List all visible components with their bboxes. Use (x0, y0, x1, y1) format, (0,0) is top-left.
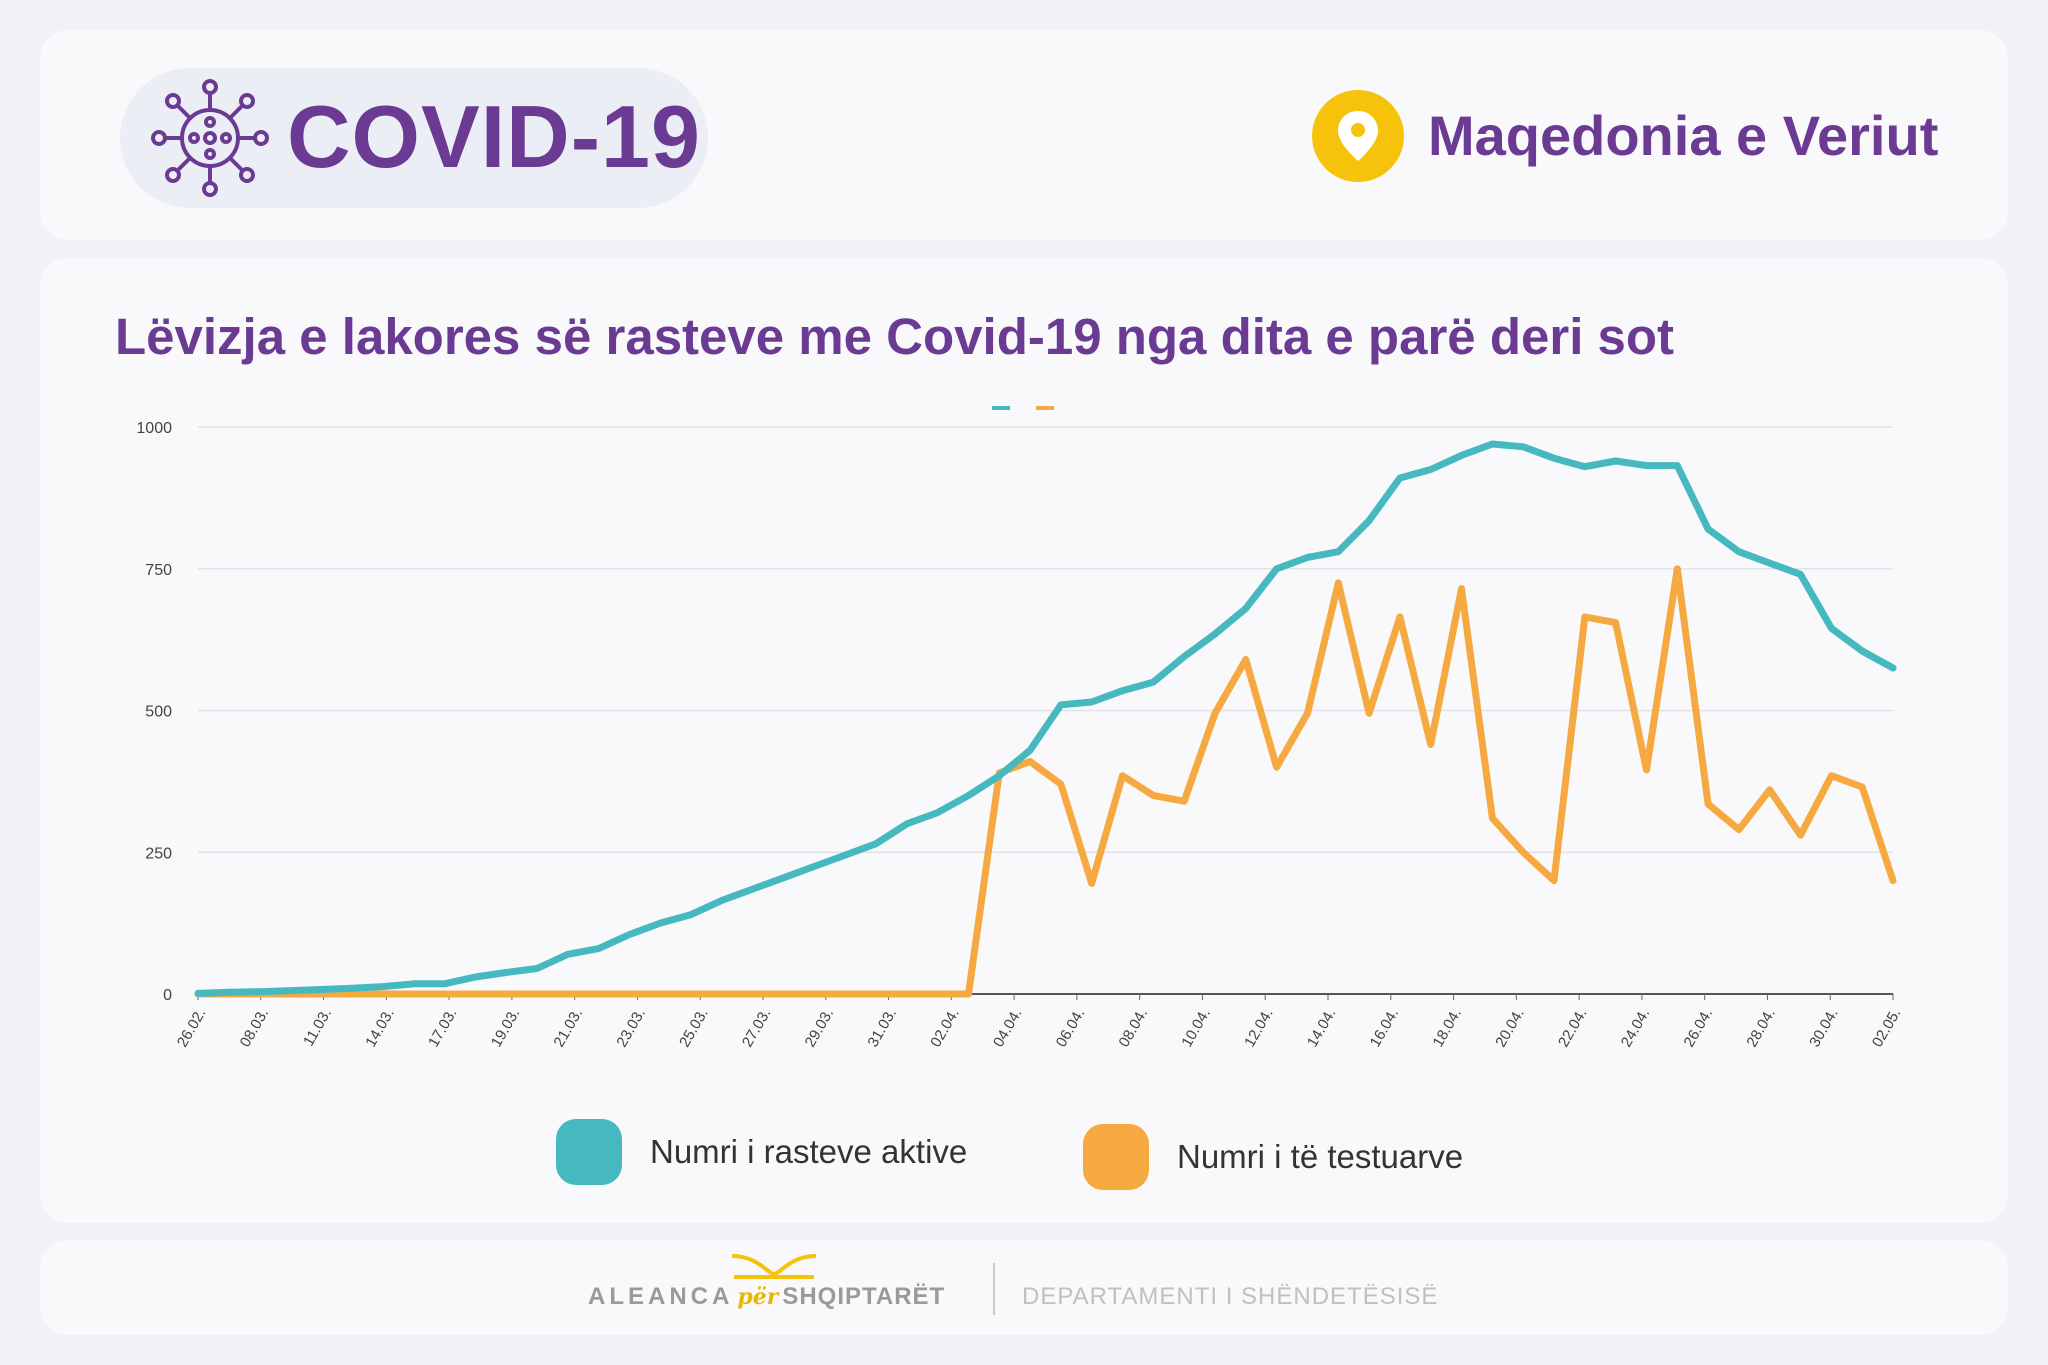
x-tick-label: 29.03. (802, 1006, 838, 1051)
x-tick-label: 19.03. (488, 1006, 524, 1051)
x-tick-label: 18.04. (1429, 1006, 1465, 1051)
x-tick-label: 31.03. (864, 1006, 900, 1051)
legend-swatch-active (556, 1119, 622, 1185)
legend-swatch-tested (1083, 1124, 1149, 1190)
x-tick-label: 28.04. (1743, 1006, 1779, 1051)
footer-org-b: SHQIPTARËT (782, 1283, 946, 1310)
x-tick-label: 23.03. (613, 1006, 649, 1051)
y-tick-label: 250 (145, 845, 172, 862)
legend-label-active: Numri i rasteve aktive (650, 1133, 968, 1170)
footer-org-a: ALEANCA (588, 1283, 734, 1310)
x-tick-label: 02.04. (927, 1006, 963, 1051)
alliance-logo-mark (731, 1254, 817, 1279)
x-tick-label: 20.04. (1492, 1006, 1528, 1051)
x-tick-label: 12.04. (1241, 1006, 1277, 1051)
x-tick-label: 11.03. (300, 1006, 335, 1050)
x-tick-label: 08.04. (1116, 1006, 1152, 1051)
x-tick-label: 25.03. (676, 1006, 712, 1051)
x-tick-label: 06.04. (1053, 1006, 1089, 1051)
x-tick-label: 26.02. (174, 1006, 210, 1051)
x-tick-label: 04.04. (990, 1006, 1026, 1051)
x-tick-label: 16.04. (1367, 1006, 1403, 1051)
x-tick-label: 24.04. (1618, 1006, 1654, 1051)
x-tick-label: 17.03. (425, 1006, 461, 1051)
y-tick-label: 500 (145, 704, 172, 721)
x-tick-label: 14.03. (362, 1006, 398, 1051)
y-tick-label: 750 (145, 562, 172, 579)
legend-item-tested: Numri i të testuarve (1083, 1124, 1463, 1190)
y-tick-label: 1000 (136, 420, 172, 437)
footer-divider (993, 1263, 995, 1315)
series-line-active (194, 440, 1897, 997)
brand-pill (120, 68, 708, 208)
x-tick-label: 08.03. (237, 1006, 273, 1051)
chart-title: Lëvizja e lakores së rasteve me Covid-19… (115, 308, 1675, 365)
x-tick-label: 30.04. (1806, 1006, 1842, 1051)
x-tick-label: 22.04. (1555, 1006, 1591, 1051)
x-tick-label: 21.03. (551, 1006, 587, 1051)
series-line-tested (194, 565, 1897, 998)
chart-card (40, 258, 2008, 1223)
location-name: Maqedonia e Veriut (1428, 104, 1939, 167)
footer-org-per: për (737, 1284, 779, 1310)
brand-title: COVID-19 (287, 87, 701, 186)
virus-icon (151, 79, 269, 197)
footer-department: DEPARTAMENTI I SHËNDETËSISË (1022, 1283, 1439, 1310)
map-pin-icon (1338, 111, 1378, 161)
x-tick-label: 02.05. (1869, 1006, 1905, 1051)
y-tick-label: 0 (163, 987, 172, 1004)
x-tick-label: 14.04. (1304, 1006, 1340, 1051)
footer-org: ALEANCA për SHQIPTARËT (588, 1283, 945, 1311)
footer-card (40, 1240, 2008, 1335)
legend-item-active: Numri i rasteve aktive (556, 1119, 967, 1185)
x-tick-label: 26.04. (1681, 1006, 1717, 1051)
x-tick-label: 10.04. (1178, 1006, 1214, 1051)
x-tick-label: 27.03. (739, 1006, 775, 1051)
legend-label-tested: Numri i të testuarve (1177, 1138, 1464, 1175)
